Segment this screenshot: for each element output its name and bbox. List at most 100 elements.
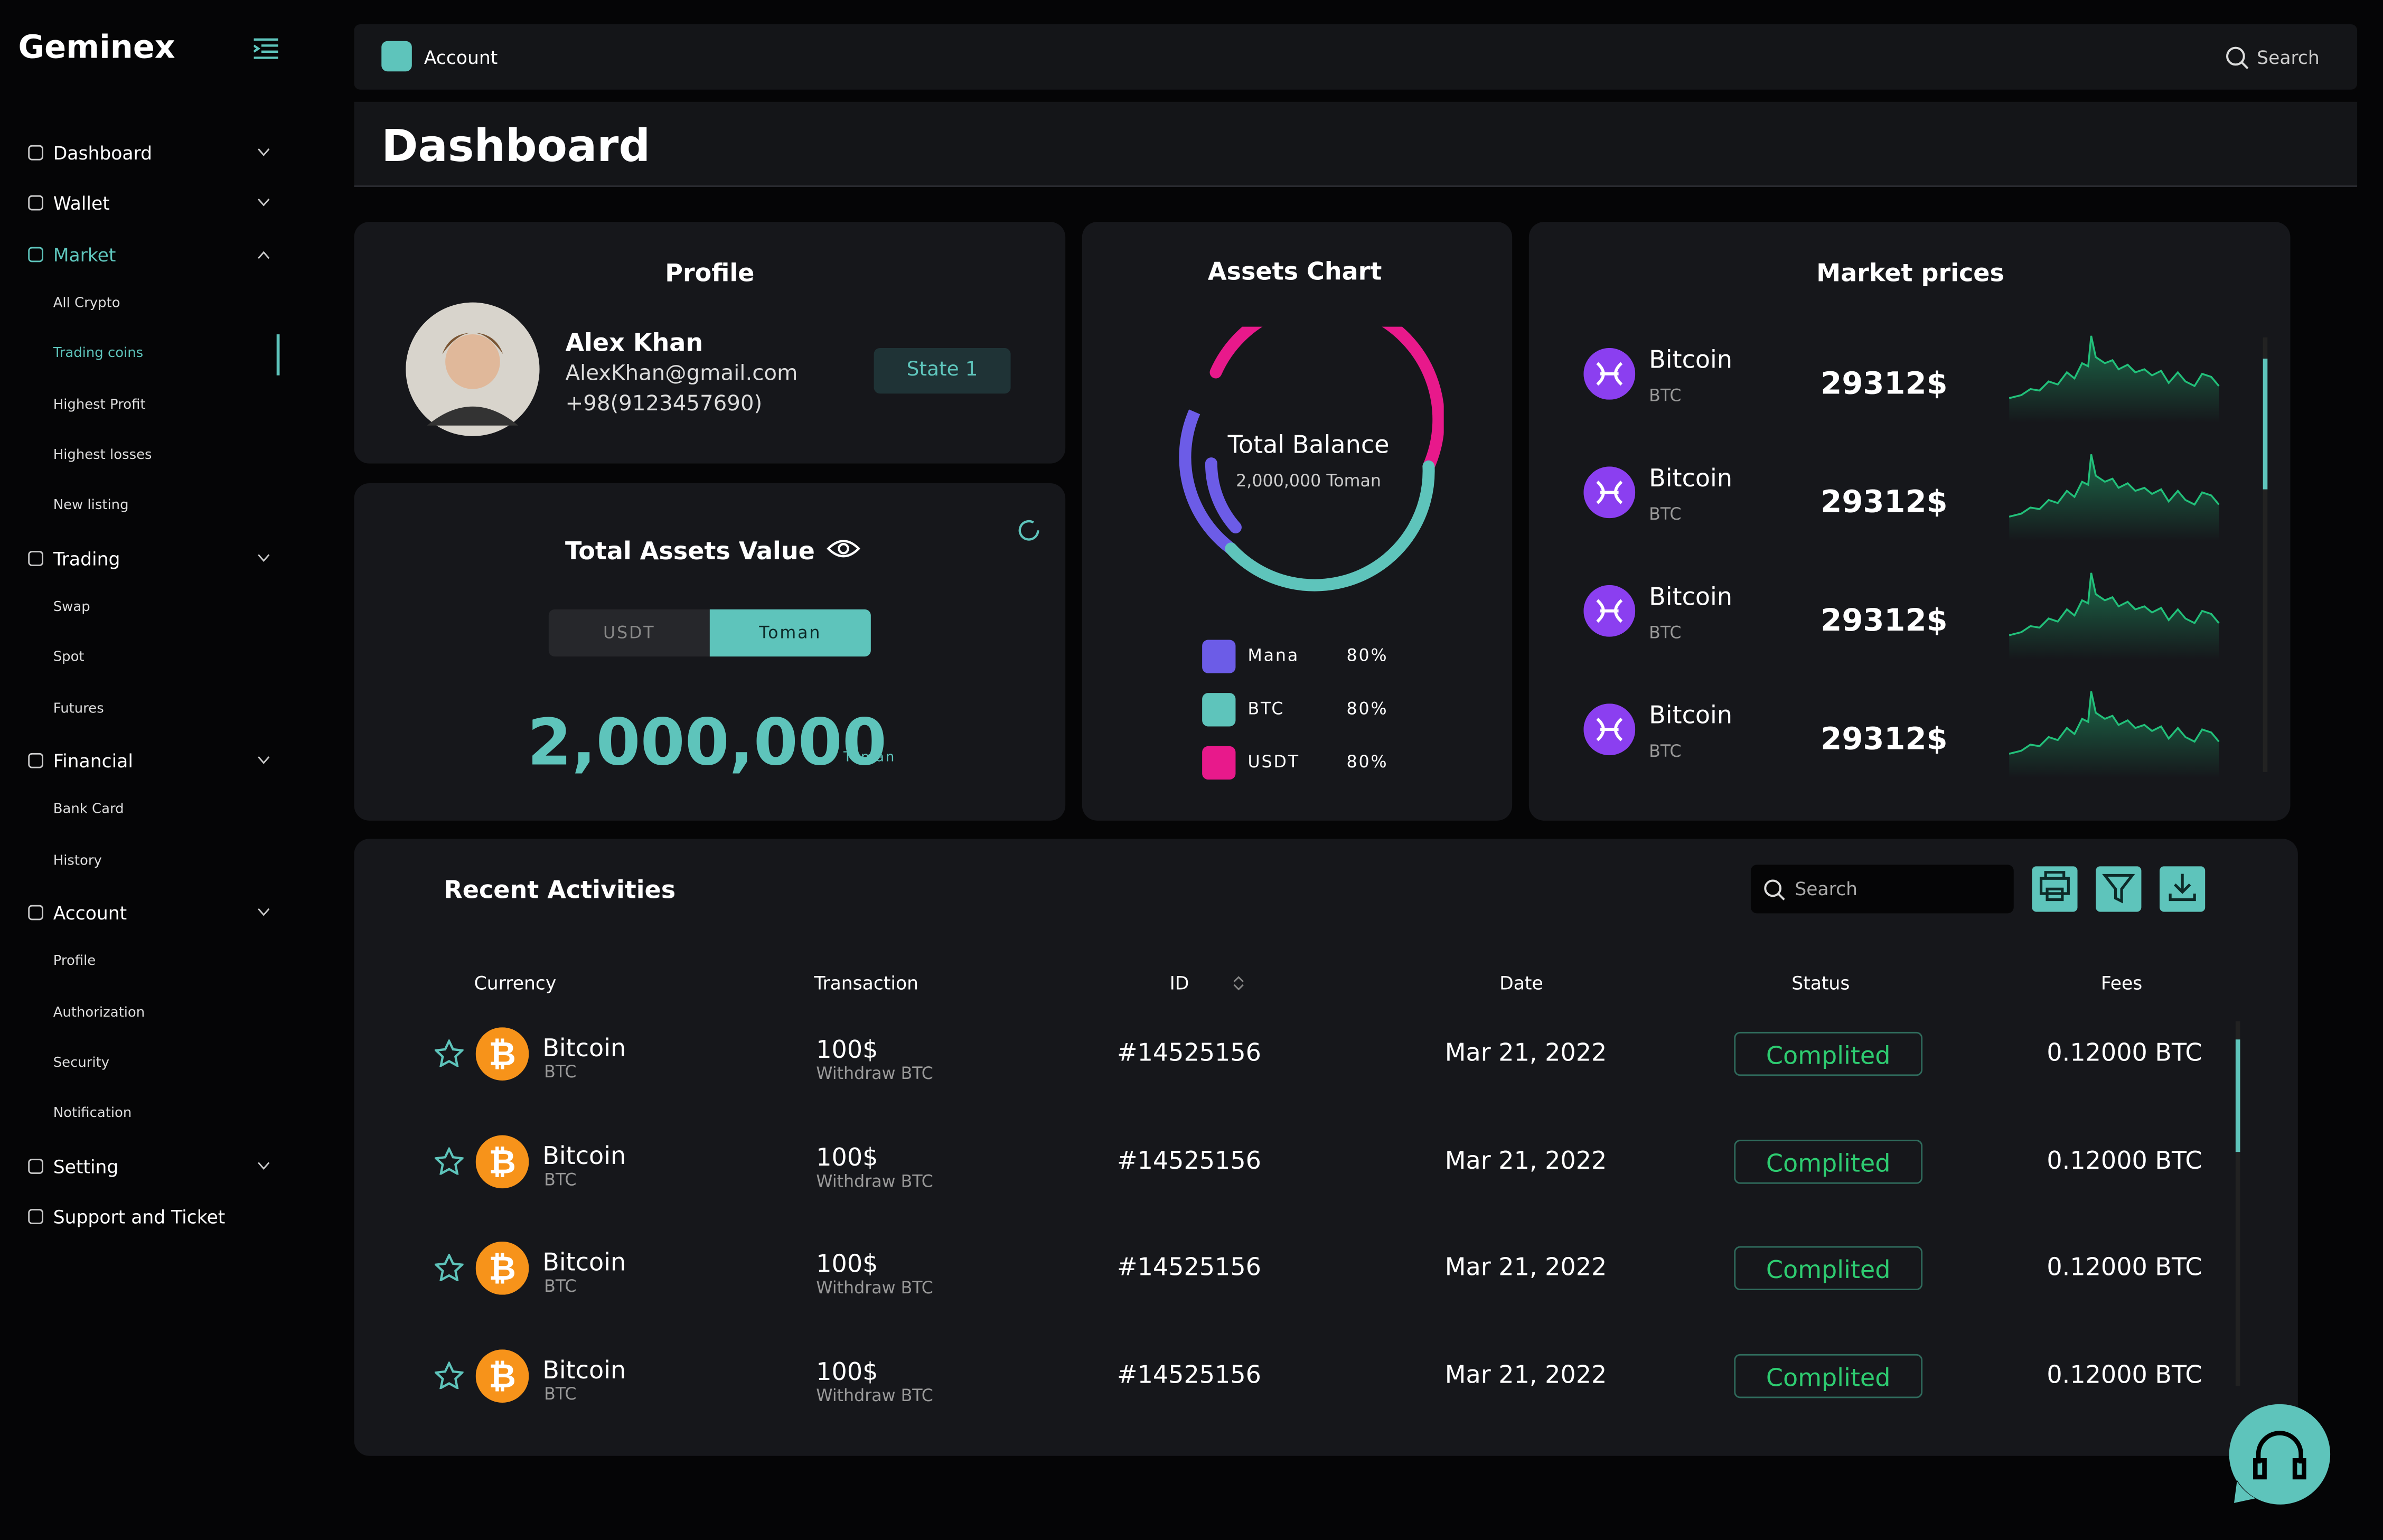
submenu-item[interactable]: Highest losses [53,448,152,464]
submenu-item[interactable]: Trading coins [53,346,144,362]
submenu-item[interactable]: All Crypto [53,296,120,312]
submenu-item[interactable]: New listing [53,499,129,514]
card-title: Market prices [1816,258,2004,287]
chevron [258,756,270,764]
favorite-star[interactable] [434,1360,464,1388]
menu-toggle[interactable] [254,38,278,59]
coin-icon [1583,703,1636,756]
eye-icon [827,540,860,558]
brand: Geminex [18,29,175,65]
menu-item[interactable]: Trading [53,548,120,570]
column-header[interactable]: Currency [474,972,557,994]
status-badge: Complited [1734,1246,1923,1291]
svg-text:₿: ₿ [489,1034,516,1073]
svg-text:₿: ₿ [489,1356,516,1395]
table-search[interactable]: Search [1750,865,2014,914]
tx-date: Mar 21, 2022 [1444,1145,1607,1174]
coin-name: Bitcoin [1649,700,1733,730]
menu-item[interactable]: Setting [53,1156,119,1177]
toolbar-button[interactable] [2032,866,2078,912]
profile-email: AlexKhan@gmail.com [565,361,798,386]
active-indicator [276,334,280,376]
assets-unit: Toman [843,750,896,766]
menu-item[interactable]: Market [53,244,116,266]
toolbar-button[interactable] [2159,866,2206,912]
btc-icon: ₿ [475,1241,529,1295]
submenu-item[interactable]: Security [53,1056,110,1072]
submenu-item[interactable]: Authorization [53,1005,145,1021]
donut-title: Total Balance [1227,430,1390,459]
currency-tab[interactable]: Toman [709,609,871,657]
column-header[interactable]: Status [1791,972,1850,994]
tx-amount: 100$ [816,1035,878,1064]
currency-symbol: BTC [544,1169,577,1189]
coin-name: Bitcoin [1649,463,1733,493]
tx-date: Mar 21, 2022 [1444,1252,1607,1281]
page-title: Dashboard [381,120,651,172]
chevron [258,148,270,156]
support-button[interactable] [2228,1403,2331,1506]
favorite-star[interactable] [434,1147,464,1174]
donut-value: 2,000,000 Toman [1236,471,1381,491]
column-header[interactable]: Date [1499,972,1543,994]
coin-price: 29312$ [1821,483,1948,520]
tx-amount: 100$ [816,1356,878,1385]
menu-item[interactable]: Wallet [53,193,110,215]
currency-symbol: BTC [544,1062,577,1082]
submenu-item[interactable]: Swap [53,600,90,616]
menu-item[interactable]: Account [53,903,127,924]
card-title: Assets Chart [1207,257,1382,286]
coin-price: 29312$ [1821,720,1948,757]
favorite-star[interactable] [434,1039,464,1067]
currency-symbol: BTC [544,1276,577,1297]
currency-name: Bitcoin [542,1140,626,1170]
menu-item[interactable]: Support and Ticket [53,1206,226,1228]
chart-card [1082,222,1513,821]
tx-fees: 0.12000 BTC [2047,1038,2202,1067]
tx-amount: 100$ [816,1142,878,1171]
legend-percent: 80% [1346,752,1388,772]
submenu-item[interactable]: Profile [53,954,96,970]
submenu-item[interactable]: Futures [53,701,104,717]
column-header[interactable]: Transaction [814,972,918,994]
currency-symbol: BTC [544,1384,577,1404]
svg-text:₿: ₿ [489,1248,516,1288]
toolbar-button[interactable] [2096,866,2142,912]
svg-text:₿: ₿ [489,1141,516,1180]
submenu-item[interactable]: Highest Profit [53,397,146,413]
chevron [258,199,270,207]
menu-icon [28,753,44,768]
column-header[interactable]: ID [1169,972,1189,994]
submenu-item[interactable]: Notification [53,1106,132,1122]
submenu-item[interactable]: Bank Card [53,803,124,818]
state-badge[interactable]: State 1 [874,348,1011,394]
card-title: Recent Activities [444,875,676,905]
avatar [406,302,540,436]
currency-name: Bitcoin [542,1033,626,1063]
sparkline [2009,454,2220,541]
status-badge: Complited [1734,1031,1923,1076]
chevron [258,250,270,259]
menu-item[interactable]: Dashboard [53,143,153,164]
coin-symbol: BTC [1649,386,1682,406]
legend-swatch [1202,693,1236,727]
btc-icon: ₿ [475,1027,529,1081]
column-header[interactable]: Fees [2100,972,2143,994]
btc-icon: ₿ [475,1348,529,1402]
menu-item[interactable]: Financial [53,750,133,772]
refresh[interactable] [1015,517,1043,544]
tx-id: #14525156 [1117,1038,1261,1067]
title-bar [354,101,2358,187]
top-search[interactable]: Search [2257,47,2320,69]
submenu-item[interactable]: History [53,853,102,869]
card-title: Total Assets Value [565,536,815,566]
coin-icon [1583,585,1636,637]
favorite-star[interactable] [434,1253,464,1281]
tx-type: Withdraw BTC [816,1171,933,1191]
breadcrumb[interactable]: Account [424,47,498,69]
search-icon [2226,46,2249,69]
submenu-item[interactable]: Spot [53,651,85,666]
currency-tab[interactable]: USDT [548,609,710,657]
menu-icon [28,1208,44,1224]
assets-value: 2,000,000 [527,705,887,780]
